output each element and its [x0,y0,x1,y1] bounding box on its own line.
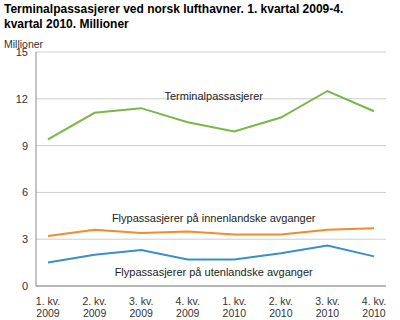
svg-text:15: 15 [16,46,28,58]
svg-text:2. kv.2009: 2. kv.2009 [82,295,106,319]
svg-text:2. kv.2010: 2. kv.2010 [269,295,293,319]
svg-text:Terminalpassasjerer: Terminalpassasjerer [164,90,263,102]
svg-text:3: 3 [22,233,28,245]
svg-text:Flypassasjerer på innenlandske: Flypassasjerer på innenlandske avganger [112,212,316,224]
svg-text:4. kv.2010: 4. kv.2010 [362,295,386,319]
svg-text:3. kv.2009: 3. kv.2009 [129,295,153,319]
svg-text:12: 12 [16,93,28,105]
svg-text:9: 9 [22,140,28,152]
svg-text:4. kv.2009: 4. kv.2009 [176,295,200,319]
svg-text:6: 6 [22,186,28,198]
svg-text:3. kv.2010: 3. kv.2010 [315,295,339,319]
svg-text:0: 0 [22,280,28,292]
svg-text:1. kv.2010: 1. kv.2010 [222,295,246,319]
svg-text:Flypassasjerer på utenlandske: Flypassasjerer på utenlandske avganger [115,266,313,278]
svg-text:1. kv.2009: 1. kv.2009 [36,295,60,319]
